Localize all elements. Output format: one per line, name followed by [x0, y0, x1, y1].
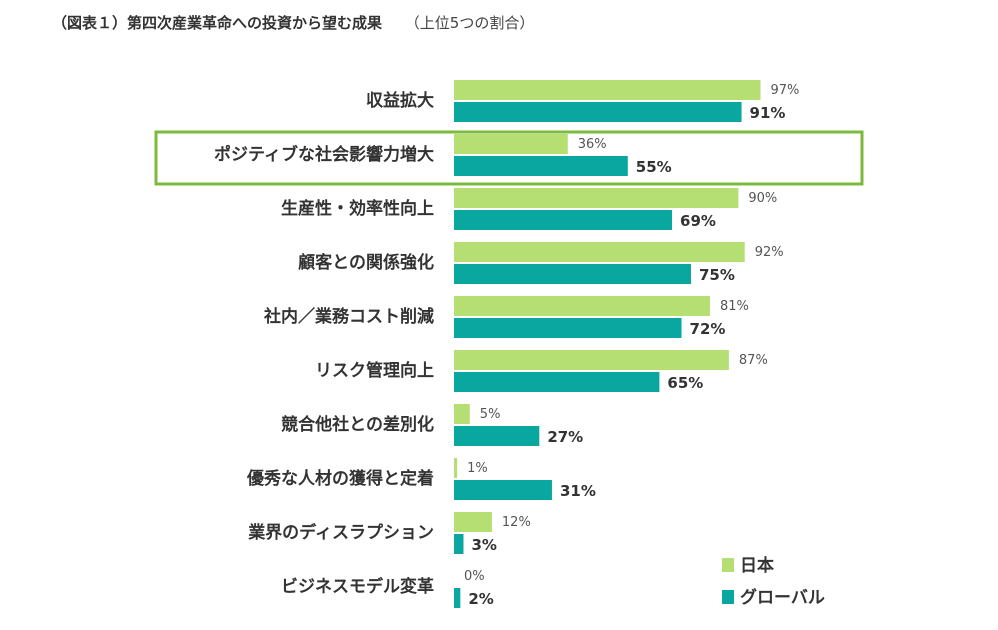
bar-global	[454, 372, 660, 392]
bar-japan	[454, 134, 568, 154]
value-label-japan: 12%	[502, 515, 531, 530]
value-label-japan: 92%	[755, 245, 784, 260]
value-label-global: 55%	[636, 158, 672, 176]
category-label: ポジティブな社会影響力増大	[214, 144, 434, 165]
value-label-japan: 1%	[467, 461, 488, 476]
bar-japan	[454, 188, 739, 208]
value-label-global: 75%	[699, 266, 735, 284]
bar-global	[454, 588, 461, 608]
bar-japan	[454, 404, 470, 424]
category-label: 収益拡大	[366, 90, 434, 111]
value-label-global: 69%	[680, 212, 716, 230]
legend-japan-swatch	[722, 558, 734, 572]
legend-global-swatch	[722, 590, 734, 604]
chart-subtitle: （上位5つの割合）	[404, 14, 535, 32]
value-label-global: 72%	[690, 320, 726, 338]
bar-global	[454, 480, 552, 500]
value-label-japan: 87%	[739, 353, 768, 368]
value-label-japan: 5%	[480, 407, 501, 422]
value-label-global: 31%	[560, 482, 596, 500]
bar-japan	[454, 512, 492, 532]
value-label-japan: 81%	[720, 299, 749, 314]
bar-global	[454, 156, 628, 176]
category-label: 業界のディスラプション	[248, 522, 434, 543]
bar-japan	[454, 80, 761, 100]
category-label: 優秀な人材の獲得と定着	[246, 468, 434, 489]
bar-japan	[454, 350, 729, 370]
value-label-global: 3%	[471, 536, 496, 554]
bar-global	[454, 426, 540, 446]
category-label: 競合他社との差別化	[281, 414, 434, 435]
legend-global-label: グローバル	[740, 587, 825, 608]
value-label-japan: 36%	[578, 137, 607, 152]
bar-global	[454, 534, 464, 554]
chart-title: （図表１）第四次産業革命への投資から望む成果	[52, 14, 383, 32]
value-label-japan: 97%	[771, 83, 800, 98]
value-label-global: 65%	[667, 374, 703, 392]
bar-global	[454, 264, 691, 284]
bar-global	[454, 318, 682, 338]
category-label: 生産性・効率性向上	[281, 198, 434, 219]
bar-global	[454, 102, 742, 122]
legend-japan-label: 日本	[740, 555, 774, 576]
category-label: リスク管理向上	[315, 360, 434, 381]
highlight-box	[154, 130, 864, 186]
category-label: ビジネスモデル変革	[281, 576, 434, 597]
category-label: 社内／業務コスト削減	[263, 306, 434, 327]
bar-japan	[454, 296, 710, 316]
value-label-global: 91%	[750, 104, 786, 122]
value-label-global: 2%	[468, 590, 493, 608]
bar-japan	[454, 242, 745, 262]
bar-global	[454, 210, 673, 230]
chart-title-row: （図表１）第四次産業革命への投資から望む成果 （上位5つの割合）	[52, 12, 534, 33]
value-label-global: 27%	[547, 428, 583, 446]
value-label-japan: 90%	[748, 191, 777, 206]
category-label: 顧客との関係強化	[298, 252, 434, 273]
bar-japan	[454, 458, 458, 478]
value-label-japan: 0%	[464, 569, 485, 584]
